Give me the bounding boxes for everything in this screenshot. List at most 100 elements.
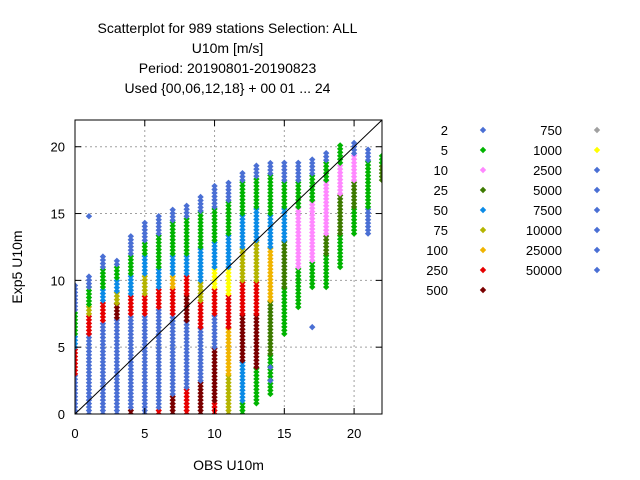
data-point	[281, 262, 288, 270]
data-point	[155, 300, 162, 307]
data-point	[336, 190, 344, 197]
data-point	[295, 173, 302, 180]
data-point	[141, 372, 148, 379]
data-point	[336, 202, 344, 209]
data-point	[253, 230, 260, 237]
legend-label: 2500	[533, 163, 562, 178]
data-point	[267, 206, 274, 214]
data-point	[155, 253, 162, 260]
data-point	[239, 277, 246, 284]
data-point	[267, 262, 274, 269]
legend-label: 50	[434, 203, 448, 218]
data-point	[225, 376, 232, 383]
data-point	[155, 404, 162, 411]
data-point	[267, 210, 274, 217]
data-point	[113, 257, 121, 265]
data-point	[225, 236, 232, 243]
data-point	[336, 186, 344, 194]
data-point	[253, 273, 260, 281]
legend-label: 7500	[533, 203, 562, 218]
data-point	[197, 286, 204, 294]
data-point	[322, 206, 330, 213]
data-point	[113, 383, 121, 390]
data-point	[364, 153, 372, 160]
data-point	[267, 182, 274, 189]
data-point	[225, 202, 232, 209]
data-point	[169, 342, 176, 349]
data-point	[141, 358, 148, 366]
data-point	[211, 237, 218, 244]
data-point	[127, 362, 135, 369]
data-point	[197, 407, 204, 414]
data-point	[253, 172, 260, 180]
data-point	[141, 383, 148, 390]
data-point	[155, 310, 162, 317]
data-point	[281, 323, 288, 331]
data-point	[85, 383, 93, 390]
data-point	[253, 346, 260, 354]
data-point	[281, 216, 288, 223]
data-point	[267, 276, 274, 283]
data-point	[295, 272, 302, 280]
data-point	[99, 376, 107, 383]
data-point	[350, 223, 358, 230]
data-point	[350, 216, 358, 223]
data-point	[309, 193, 316, 200]
data-point	[225, 303, 232, 310]
data-point	[99, 320, 107, 327]
data-point	[183, 321, 190, 328]
data-point	[350, 169, 358, 177]
data-point	[322, 262, 330, 270]
data-point	[267, 252, 274, 259]
data-point	[127, 404, 135, 411]
x-tick-label: 0	[71, 426, 78, 441]
data-point	[281, 276, 288, 284]
data-point	[197, 215, 204, 223]
data-point	[253, 379, 260, 386]
data-point	[113, 396, 121, 404]
data-point	[183, 335, 190, 342]
data-point	[211, 226, 218, 234]
data-point	[225, 346, 232, 353]
data-point	[364, 209, 372, 216]
data-point	[127, 352, 135, 359]
data-point	[113, 311, 121, 318]
data-point	[336, 256, 344, 264]
data-point	[155, 256, 162, 264]
data-point	[183, 363, 190, 370]
data-point	[127, 320, 135, 328]
data-point	[253, 252, 260, 260]
data-point	[281, 219, 288, 227]
data-point	[141, 303, 148, 311]
data-point	[295, 236, 302, 243]
data-point	[197, 353, 204, 360]
data-point	[85, 294, 93, 301]
data-point	[169, 276, 176, 284]
data-point	[267, 199, 274, 207]
data-point	[322, 199, 330, 206]
data-point	[322, 236, 330, 243]
data-point	[113, 271, 121, 278]
data-point	[364, 230, 372, 237]
data-point	[364, 182, 372, 190]
data-point	[253, 289, 260, 297]
data-point	[155, 242, 162, 250]
data-point	[239, 333, 246, 340]
data-point	[253, 293, 260, 300]
data-point	[225, 356, 232, 364]
data-point	[141, 243, 148, 250]
data-point	[99, 290, 107, 297]
data-point	[239, 173, 246, 180]
data-point	[267, 163, 274, 170]
data-point	[141, 389, 148, 397]
data-point	[322, 259, 330, 266]
data-point	[295, 225, 302, 232]
data-point	[295, 289, 302, 297]
x-tick-label: 20	[347, 426, 361, 441]
data-point	[127, 236, 135, 243]
data-point	[197, 249, 204, 256]
data-point	[169, 246, 176, 254]
data-point	[141, 376, 148, 383]
data-point	[211, 212, 218, 220]
data-point	[99, 365, 107, 373]
